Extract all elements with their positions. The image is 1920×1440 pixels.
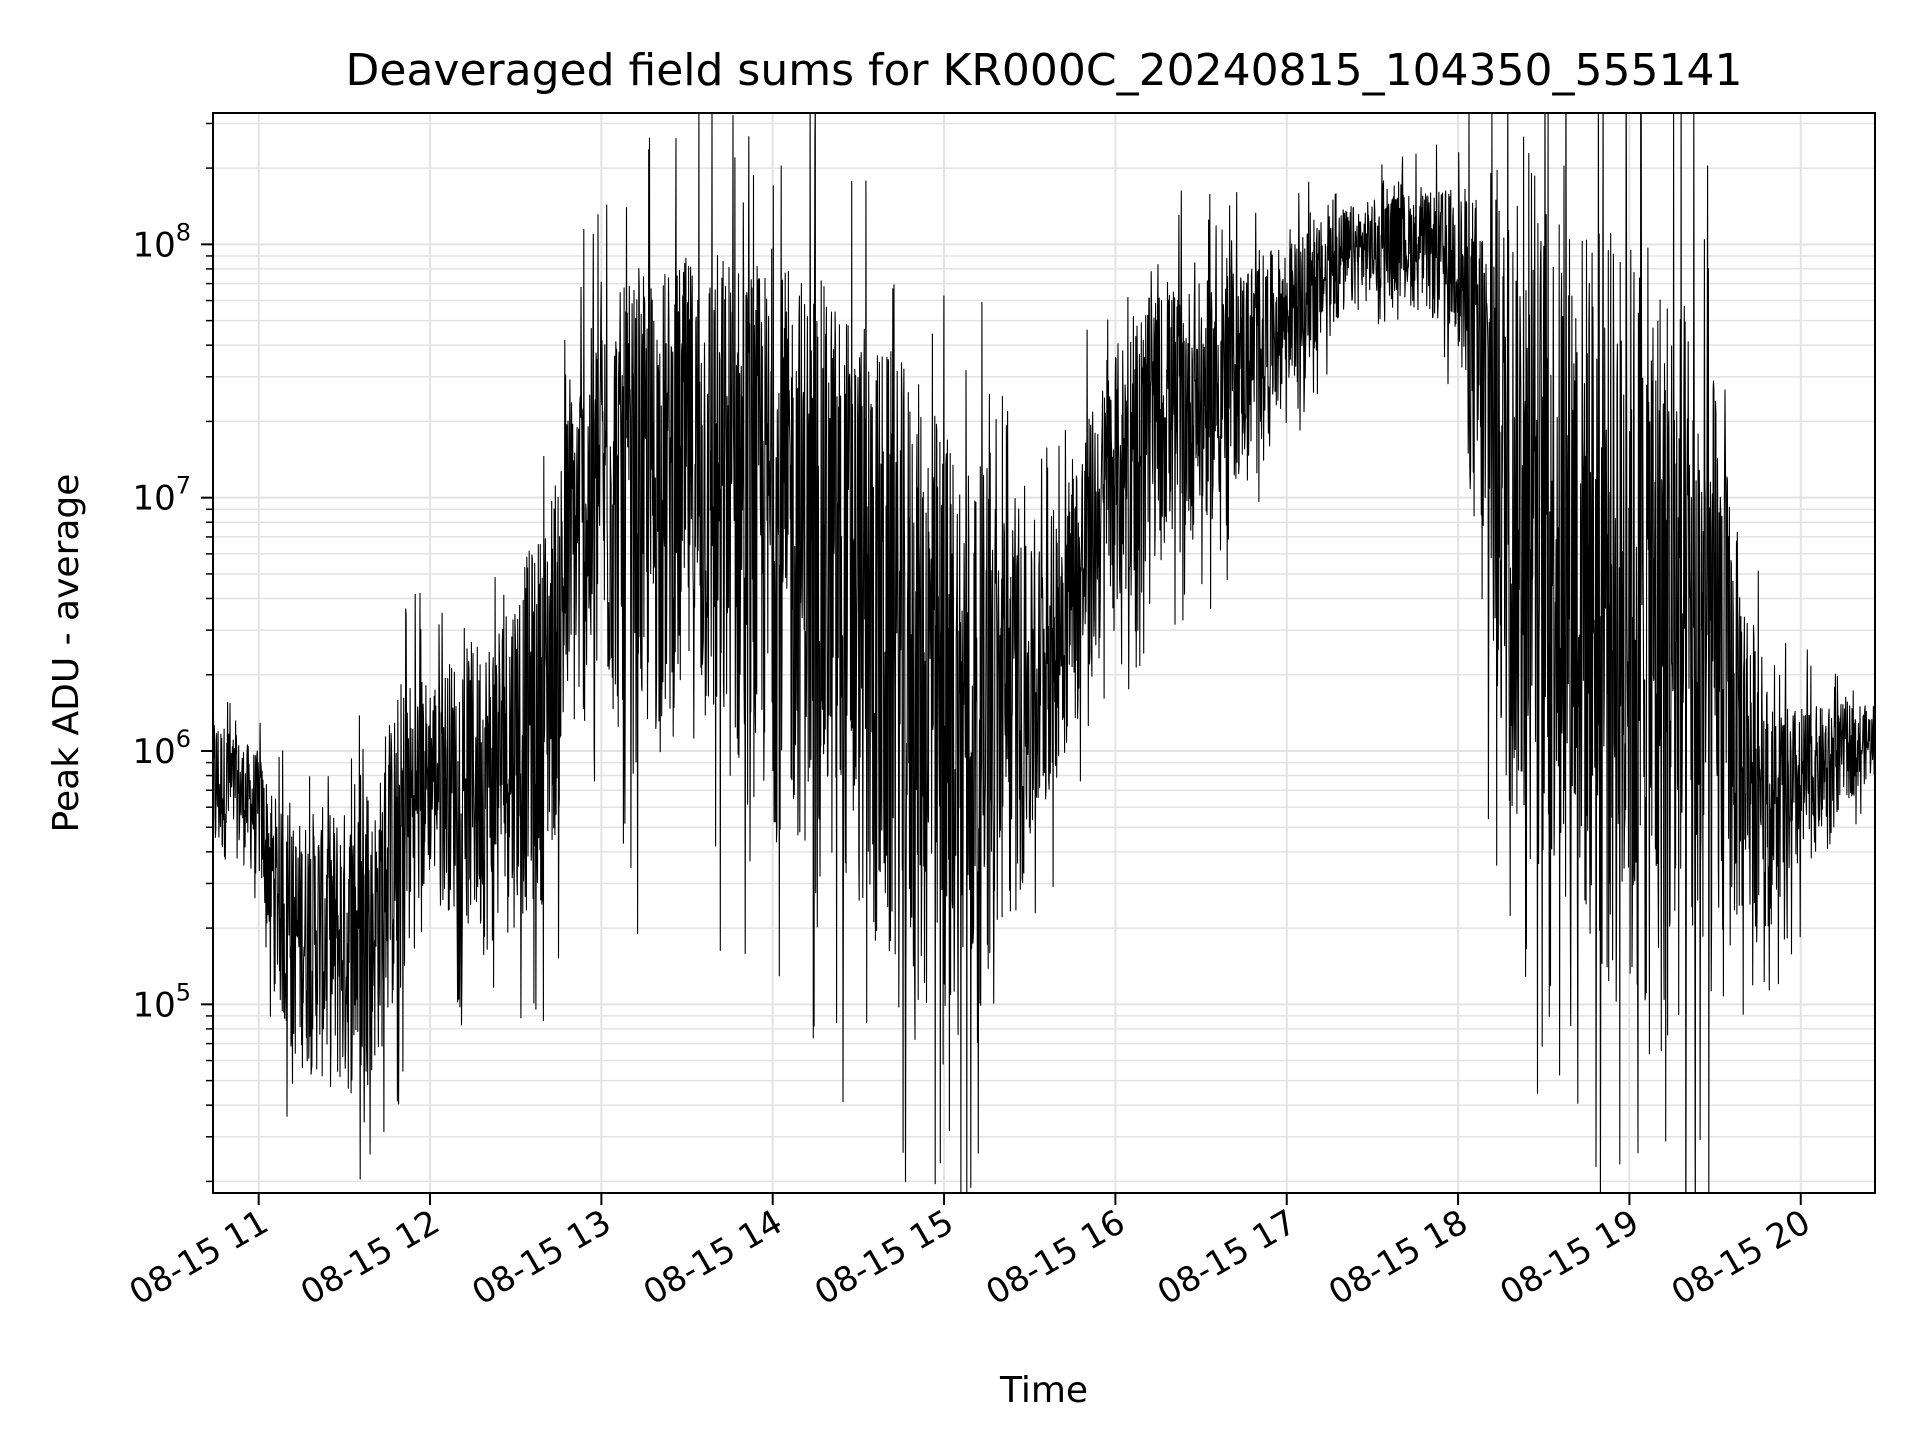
x-tick-label: 08-15 17 bbox=[1151, 1202, 1303, 1313]
y-tick-label: 105 bbox=[132, 978, 191, 1025]
x-axis: 08-15 11 08-15 12 08-15 13 08-15 14 08-15 15… bbox=[123, 1193, 1817, 1313]
plot-area-frame bbox=[212, 112, 1876, 1194]
x-tick-label: 08-15 20 bbox=[1665, 1202, 1817, 1313]
series-line bbox=[213, 113, 1875, 1193]
x-tick-label: 08-15 11 bbox=[123, 1202, 275, 1313]
x-tick-label: 08-15 13 bbox=[465, 1202, 617, 1313]
x-tick-label: 08-15 12 bbox=[294, 1202, 446, 1313]
x-axis-label: Time bbox=[999, 1370, 1088, 1411]
chart-title: Deaveraged field sums for KR000C_2024081… bbox=[346, 45, 1743, 96]
x-tick-label: 08-15 19 bbox=[1494, 1202, 1646, 1313]
y-axis-label: Peak ADU - average bbox=[46, 474, 87, 833]
y-tick-label: 108 bbox=[132, 218, 191, 265]
x-tick-label: 08-15 15 bbox=[808, 1202, 960, 1313]
x-tick-label: 08-15 16 bbox=[979, 1202, 1131, 1313]
y-tick-label: 107 bbox=[132, 472, 191, 519]
x-tick-label: 08-15 14 bbox=[637, 1202, 789, 1313]
data-series bbox=[213, 113, 1875, 1193]
y-tick-label: 106 bbox=[132, 725, 191, 772]
y-axis: 105 106 107 108 bbox=[132, 122, 213, 1183]
x-tick-label: 08-15 18 bbox=[1322, 1202, 1474, 1313]
